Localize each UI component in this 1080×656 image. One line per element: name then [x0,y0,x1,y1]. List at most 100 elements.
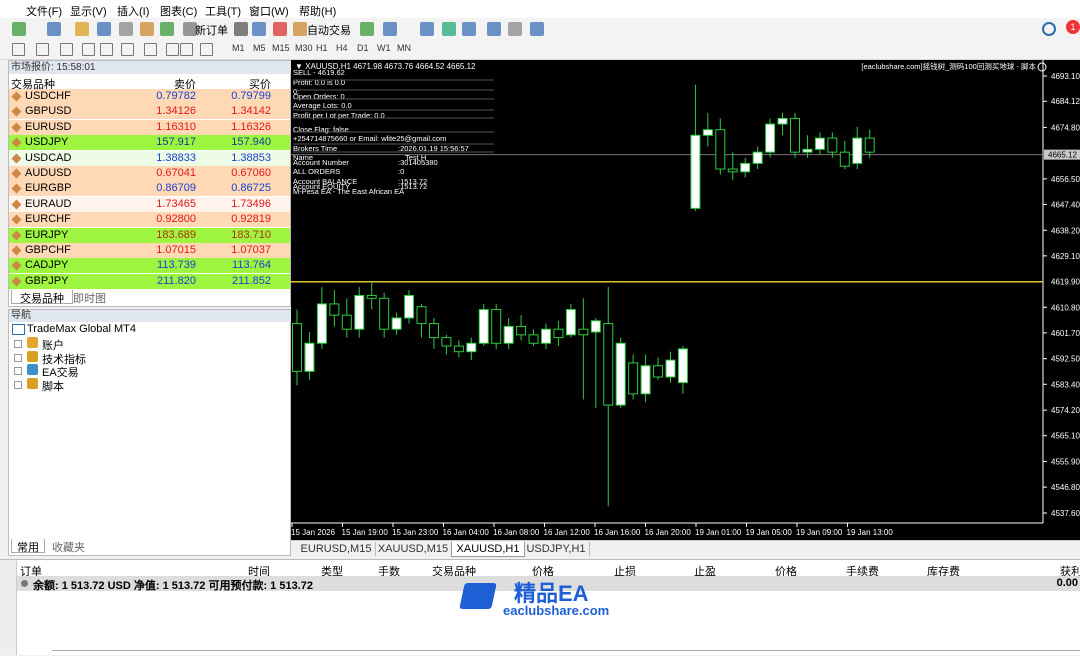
tree-root[interactable]: TradeMax Global MT4 [27,323,137,335]
new-order-button[interactable]: 新订单 [195,25,228,37]
expand-box[interactable] [14,367,22,376]
notification-badge[interactable]: 1 [1066,20,1080,34]
timeframe-button[interactable]: M5 [253,43,266,53]
toolbar-button[interactable] [487,22,501,36]
market-row[interactable]: EURAUD 1.73465 1.73496 [9,196,290,213]
market-row[interactable]: USDCAD 1.38833 1.38853 [9,150,290,167]
menu-item[interactable]: 窗口(W) [249,6,289,18]
bid-price: 211.820 [157,274,196,287]
panel-tab[interactable]: 收藏夹 [52,542,85,554]
menu-item[interactable]: 显示(V) [70,6,107,18]
info-line: Account EQUITY [293,182,350,191]
toolbar-button[interactable] [97,22,111,36]
chart-tab[interactable]: EURUSD,M15 [297,542,376,556]
toolbar-button[interactable] [47,22,61,36]
symbol: EURGBP [25,182,72,195]
timeframe-button[interactable]: MN [397,43,411,53]
timeframe-button[interactable]: M15 [272,43,290,53]
drawing-tool[interactable] [180,43,193,56]
timeframe-button[interactable]: D1 [357,43,369,53]
candle-body [727,168,738,173]
toolbar-button[interactable] [442,22,456,36]
timeframe-button[interactable]: M30 [295,43,313,53]
panel-tab[interactable]: 即时图 [73,293,106,305]
expand-box[interactable] [14,340,22,348]
drawing-tool[interactable] [144,43,157,56]
tree-item[interactable]: EA交易 [42,367,79,380]
market-row[interactable]: GBPCHF 1.07015 1.07037 [9,243,290,259]
drawing-tool[interactable] [36,43,49,56]
search-icon[interactable] [1042,22,1056,36]
timeframe-button[interactable]: M1 [232,43,245,53]
script-label: [eaclubshare.com]摇钱树_测码100回测买地球 - 脚本 [861,61,1036,71]
auto-trading-button[interactable]: 自动交易 [307,25,351,37]
menu-item[interactable]: 文件(F) [26,6,63,18]
menu-item[interactable]: 工具(T) [205,6,242,18]
time-label: 16 Jan 20:00 [645,528,692,537]
toolbar-button[interactable] [360,22,374,36]
drawing-tool[interactable] [60,43,73,56]
drawing-tool[interactable] [100,43,113,56]
toolbar-button[interactable] [234,22,248,36]
tree-item[interactable]: 账户 [42,340,64,352]
chart-tab[interactable]: XAUUSD,M15 [375,542,452,556]
expand-box[interactable] [14,380,22,389]
ask-price: 1.38853 [231,151,271,164]
market-row[interactable]: EURGBP 0.86709 0.86725 [9,181,290,198]
chart-tab[interactable]: XAUUSD,H1 [451,542,525,557]
toolbar-button[interactable] [140,22,154,36]
market-row[interactable]: USDCHF 0.79782 0.79799 [9,89,290,105]
info-line: SELL - 4619.62 [293,68,345,77]
chart-window: 4693.10 4684.12 4674.80 4656.50 4647.40 4638.… [291,60,1080,540]
toolbar-button[interactable] [183,22,197,36]
market-row[interactable]: EURUSD 1.16310 1.16326 [9,119,290,136]
menu-item[interactable]: 图表(C) [160,6,198,18]
symbol-icon [11,245,22,256]
market-row[interactable]: USDJPY 157.917 157.940 [9,135,290,152]
toolbar-button[interactable] [12,22,26,36]
market-row[interactable]: EURCHF 0.92800 0.92819 [9,212,290,229]
toolbar-button[interactable] [293,22,307,36]
toolbar-button[interactable] [273,22,287,36]
chart-tab[interactable]: USDJPY,H1 [523,542,590,556]
price-label: 4693.10 [1051,72,1080,81]
toolbar-button[interactable] [420,22,434,36]
price-label: 4546.80 [1051,483,1080,492]
menu-item[interactable]: 插入(I) [117,6,150,18]
market-row[interactable]: CADJPY 113.739 113.764 [9,258,290,275]
tree-item[interactable]: 脚本 [42,380,64,393]
candle-body [416,306,427,325]
market-row[interactable]: EURJPY 183.689 183.710 [9,227,290,244]
drawing-tool[interactable] [82,43,95,56]
toolbar-button[interactable] [160,22,174,36]
candle-body [615,342,626,406]
ask-price: 157.940 [231,136,271,149]
toolbar-button[interactable] [252,22,266,36]
drawing-tool[interactable] [200,43,213,56]
toolbar-button[interactable] [508,22,522,36]
panel-tab[interactable]: 交易品种 [11,290,73,305]
terminal: 订单 时间 类型 手数 交易品种 价格 止损 止盈 价格 手续费 库存费 获利 余额: 1 513.72… [0,559,1080,655]
market-row[interactable]: AUDUSD 0.67041 0.67060 [9,166,290,182]
tree-item[interactable]: 技术指标 [42,353,86,366]
toolbar-button[interactable] [530,22,544,36]
toolbar-button[interactable] [119,22,133,36]
menu-item[interactable]: 帮助(H) [299,6,337,18]
panel-tab[interactable]: 常用 [11,539,45,554]
drawing-tool[interactable] [121,43,134,56]
timeframe-button[interactable]: H1 [316,43,328,53]
timeframe-button[interactable]: H4 [336,43,348,53]
toolbar-button[interactable] [75,22,89,36]
drawing-tool[interactable] [12,43,25,56]
candle-body [802,148,813,153]
market-row[interactable]: GBPUSD 1.34126 1.34142 [9,104,290,121]
column-header: 买价 [249,79,271,91]
timeframe-button[interactable]: W1 [377,43,391,53]
toolbar-button[interactable] [462,22,476,36]
toolbar-button[interactable] [383,22,397,36]
balance-row[interactable]: 余额: 1 513.72 USD 净值: 1 513.72 可用预付款: 1 5… [17,576,1080,592]
expand-box[interactable] [14,353,22,362]
candle-body [478,309,489,344]
market-row[interactable]: GBPJPY 211.820 211.852 [9,273,290,290]
drawing-tool[interactable] [166,43,179,56]
